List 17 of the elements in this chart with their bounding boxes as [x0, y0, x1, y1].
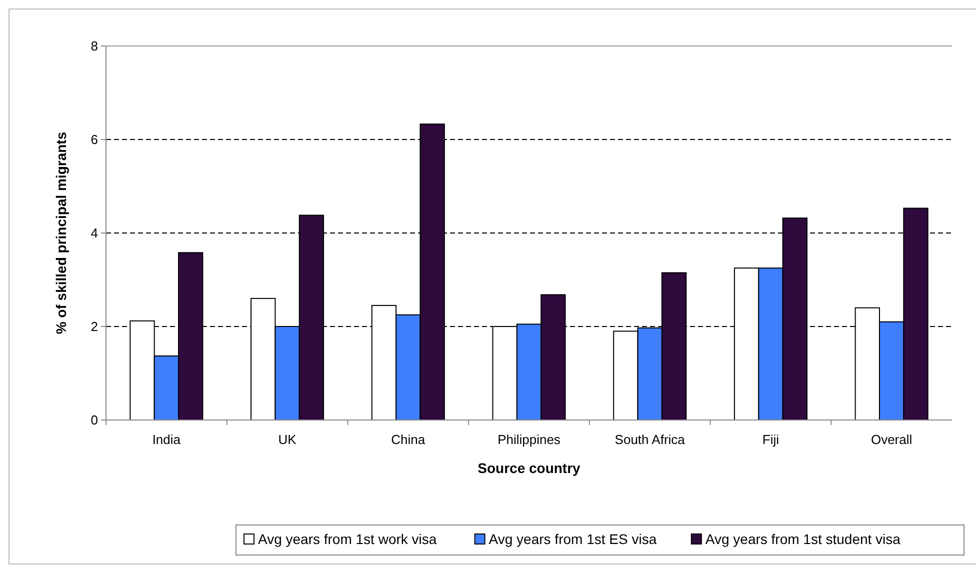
x-tick-label: South Africa — [614, 432, 686, 447]
x-tick-label: Overall — [870, 432, 912, 447]
x-tick-label: UK — [278, 432, 297, 447]
legend-label: Avg years from 1st student visa — [705, 531, 901, 547]
y-tick-label: 8 — [90, 38, 98, 54]
x-axis-title: Source country — [478, 460, 581, 476]
y-tick-label: 0 — [90, 412, 98, 428]
x-tick-label: Philippines — [498, 432, 561, 447]
legend-label: Avg years from 1st ES visa — [488, 531, 657, 547]
x-tick-label: China — [391, 432, 426, 447]
legend-label: Avg years from 1st work visa — [258, 531, 437, 547]
x-tick-label: India — [152, 432, 182, 447]
y-tick-label: 4 — [90, 226, 98, 241]
y-tick-label: 6 — [90, 132, 98, 148]
x-tick-label: Fiji — [762, 432, 780, 447]
y-axis-title: % of skilled principal migrants — [53, 132, 69, 334]
y-tick-label: 2 — [90, 319, 98, 334]
